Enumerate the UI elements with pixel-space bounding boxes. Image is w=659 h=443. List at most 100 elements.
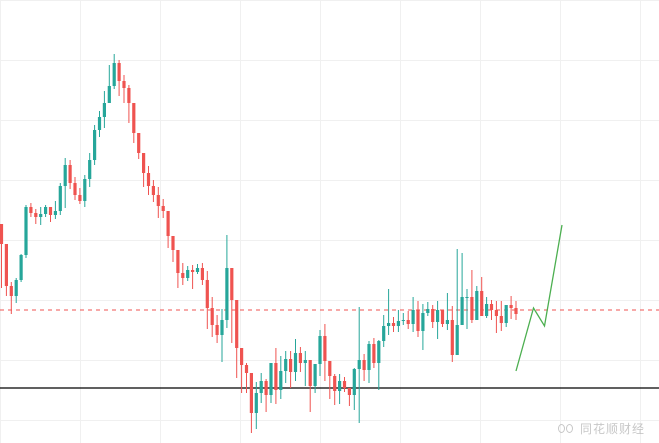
candle: [514, 301, 518, 320]
candle: [127, 85, 131, 123]
candle: [166, 211, 170, 248]
candle: [274, 348, 278, 404]
candle-body: [494, 310, 498, 316]
candle-body: [293, 353, 298, 372]
candle-body: [230, 268, 234, 300]
candle-body: [68, 165, 72, 183]
candle-body: [352, 369, 356, 395]
candle: [142, 153, 146, 187]
candle-body: [107, 86, 111, 103]
candle: [494, 301, 498, 333]
candle-body: [127, 88, 131, 103]
candle: [53, 201, 57, 219]
candle: [181, 263, 185, 285]
candle: [132, 103, 136, 143]
candle-body: [372, 344, 376, 363]
candle-body: [181, 273, 185, 278]
candle-body: [235, 300, 239, 348]
candle-body: [480, 291, 484, 316]
candle-body: [426, 309, 430, 313]
candle: [171, 236, 175, 262]
candle: [107, 65, 111, 103]
candle: [333, 374, 337, 405]
candle: [249, 373, 253, 433]
candle-body: [78, 195, 82, 201]
candle: [254, 382, 258, 429]
candle-body: [73, 183, 77, 195]
candle-body: [112, 63, 116, 86]
candle-body: [445, 320, 449, 324]
candle: [509, 296, 513, 319]
candle-body: [387, 323, 391, 326]
candle: [436, 301, 440, 339]
candle-body: [225, 268, 229, 320]
candle: [421, 304, 425, 350]
candle-body: [460, 297, 464, 325]
candle: [318, 330, 322, 376]
candle-body: [102, 103, 106, 117]
candle: [372, 338, 376, 368]
candle-body: [274, 363, 278, 390]
candle-body: [14, 280, 18, 296]
candle: [431, 305, 435, 328]
candle-body: [161, 206, 165, 211]
candle-body: [9, 286, 13, 296]
candle: [151, 180, 155, 202]
candle-body: [514, 308, 518, 314]
candle-body: [142, 153, 146, 173]
candle: [210, 297, 214, 337]
candle-body: [347, 388, 351, 395]
candle-body: [338, 381, 342, 391]
candle: [44, 205, 48, 217]
candle: [284, 351, 288, 383]
candle-body: [132, 103, 136, 133]
candle: [195, 264, 200, 274]
candle-body: [421, 313, 425, 331]
candle-body: [220, 320, 224, 335]
candle-body: [436, 310, 440, 322]
candle-body: [431, 309, 435, 322]
candle: [83, 175, 87, 207]
candle: [357, 307, 361, 423]
candle: [117, 60, 121, 96]
candle-body: [328, 361, 332, 376]
candles-group: [0, 54, 518, 433]
candle-body: [200, 268, 204, 280]
candle: [225, 235, 229, 328]
candle: [338, 374, 342, 404]
candle: [391, 317, 396, 332]
candle: [465, 289, 469, 329]
candle: [112, 54, 116, 89]
candle: [269, 363, 273, 403]
candle-body: [284, 359, 288, 371]
candle-body: [333, 376, 337, 391]
candle: [122, 75, 126, 103]
candle: [4, 244, 8, 296]
candle: [377, 340, 381, 390]
candle-body: [308, 360, 312, 386]
candle: [230, 268, 234, 343]
candle-body: [269, 363, 273, 395]
candle-body: [166, 211, 170, 236]
candle: [308, 360, 312, 412]
candle: [240, 348, 244, 393]
candle-body: [499, 316, 503, 323]
candle-body: [215, 325, 219, 335]
candle: [303, 351, 307, 386]
candle-body: [19, 255, 23, 280]
candle: [259, 373, 263, 403]
candle-body: [244, 365, 249, 373]
candle: [39, 207, 43, 225]
candle-body: [342, 381, 347, 388]
candle: [426, 302, 430, 316]
candle: [411, 297, 415, 332]
candle-body: [411, 310, 415, 324]
candle: [406, 311, 410, 329]
candle: [504, 305, 508, 327]
candle-body: [254, 393, 258, 413]
candle-body: [48, 207, 53, 215]
candle-body: [318, 336, 322, 364]
candle: [235, 300, 239, 378]
